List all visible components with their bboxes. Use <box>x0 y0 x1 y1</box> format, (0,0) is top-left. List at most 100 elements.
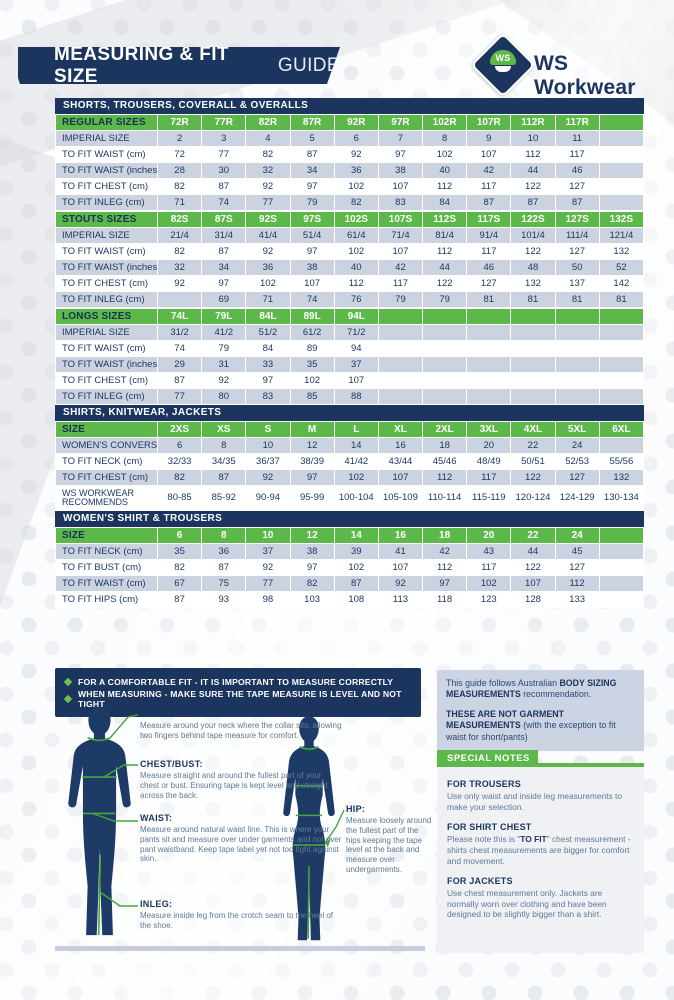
table-row: TO FIT CHEST (cm) 92 97 102 107 112 117 122 127 1… <box>55 275 645 292</box>
special-notes-underline <box>437 763 644 767</box>
cell: 85 <box>289 388 335 405</box>
cell: 122 <box>510 243 556 260</box>
page-title-bold: MEASURING & FIT SIZE <box>54 43 229 87</box>
cell: 79 <box>377 291 424 308</box>
cell: 74 <box>156 340 203 357</box>
col-header <box>554 308 600 325</box>
cell <box>598 388 645 405</box>
cell <box>598 146 645 163</box>
cell: 112 <box>422 559 468 576</box>
table-row: TO FIT INLEG (cm) 71 74 77 79 82 83 84 87 87 87 <box>55 194 645 211</box>
note-heading: FOR TROUSERS <box>447 779 521 789</box>
cell: 107 <box>466 146 512 163</box>
cell <box>554 356 600 373</box>
cell: 123 <box>466 591 512 608</box>
cell: 31 <box>201 356 247 373</box>
row-label: TO FIT WAIST (inches) <box>55 259 158 276</box>
cell: 42 <box>466 162 512 179</box>
cell: 7 <box>377 130 424 147</box>
col-header: 92S <box>245 211 291 228</box>
inleg-measure-line <box>307 866 310 939</box>
cell: 36 <box>245 259 291 276</box>
size-header-row: SIZE 6 8 10 12 14 16 18 20 22 24 <box>55 527 645 544</box>
col-header: 97S <box>289 211 335 228</box>
cell: 34 <box>201 259 247 276</box>
cell: 92 <box>333 146 379 163</box>
body-sizing-info-box: This guide follows Australian BODY SIZIN… <box>437 670 644 752</box>
cell <box>598 162 645 179</box>
col-header: 92R <box>333 114 379 131</box>
row-label: TO FIT WAIST (cm) <box>55 575 158 592</box>
table-row: TO FIT BUST (cm) 82 87 92 97 102 107 112 117 122 1… <box>55 559 645 576</box>
table-row: TO FIT WAIST (cm) 74 79 84 89 94 <box>55 340 645 357</box>
col-header: 6XL <box>598 421 645 438</box>
cell: 127 <box>554 243 600 260</box>
col-header <box>422 308 468 325</box>
cell: 107 <box>333 372 379 389</box>
cell: 82 <box>156 243 203 260</box>
cell: 50/51 <box>510 453 556 470</box>
cell: 92 <box>245 178 291 195</box>
cell: 92 <box>156 275 203 292</box>
cell: 97 <box>289 178 335 195</box>
cell: 87 <box>201 178 247 195</box>
cell: 4 <box>245 130 291 147</box>
cell: 42 <box>377 259 424 276</box>
tip-text: WHEN MEASURING - MAKE SURE THE TAPE MEAS… <box>78 689 402 709</box>
row-label: TO FIT CHEST (cm) <box>55 178 158 195</box>
table-row: TO FIT WAIST (inches) 28 30 32 34 36 38 40 42 44 4… <box>55 162 645 179</box>
cell: 117 <box>466 469 512 486</box>
cell <box>422 340 468 357</box>
cell: 83 <box>245 388 291 405</box>
cell <box>554 372 600 389</box>
cell <box>377 356 424 373</box>
cell: 112 <box>422 178 468 195</box>
cell: 97 <box>377 146 424 163</box>
cell: 107 <box>377 243 424 260</box>
size-table: LONGS SIZES 74L 79L 84L 89L 94L IMPERIAL SIZE 3… <box>55 308 645 405</box>
cell: 71/2 <box>333 324 379 341</box>
brand-name: WS Workwear <box>534 52 636 99</box>
table-row: TO FIT WAIST (cm) 67 75 77 82 87 92 97 102 107 112 <box>55 575 645 592</box>
cell: 82 <box>245 146 291 163</box>
hip-arrow-icon <box>325 838 331 847</box>
cell: 127 <box>466 275 512 292</box>
table-row: TO FIT NECK (cm) 32/33 34/35 36/37 38/39 41/4… <box>55 453 645 470</box>
cell: 102 <box>333 469 379 486</box>
cell: 105-109 <box>377 485 424 511</box>
cell: 43/44 <box>377 453 424 470</box>
table-row: TO FIT WAIST (inches) 32 34 36 38 40 42 44 46 48 5… <box>55 259 645 276</box>
row-label: STOUTS SIZES <box>55 211 158 228</box>
cell <box>598 543 645 560</box>
cell <box>510 372 556 389</box>
table-row: TO FIT WAIST (inches) 29 31 33 35 37 <box>55 356 645 373</box>
cell: 34/35 <box>201 453 247 470</box>
cell: 2 <box>156 130 203 147</box>
cell <box>466 372 512 389</box>
col-header: 117R <box>554 114 600 131</box>
col-header: L <box>333 421 379 438</box>
table-row: IMPERIAL SIZE 2 3 4 5 6 7 8 9 10 11 <box>55 130 645 147</box>
col-header: 122S <box>510 211 556 228</box>
cell: 87 <box>201 243 247 260</box>
cell: 35 <box>289 356 335 373</box>
cell: 92 <box>245 469 291 486</box>
cell: 87 <box>289 146 335 163</box>
brand-logo: WS WS Workwear <box>470 32 668 99</box>
tip-text: FOR A COMFORTABLE FIT - IT IS IMPORTANT … <box>78 677 394 687</box>
cell: 92 <box>245 243 291 260</box>
row-label: TO FIT CHEST (cm) <box>55 469 158 486</box>
cell: 112 <box>554 575 600 592</box>
col-header: 4XL <box>510 421 556 438</box>
col-header <box>598 308 645 325</box>
col-header: 127S <box>554 211 600 228</box>
table-row: TO FIT WAIST (cm) 72 77 82 87 92 97 102 107 112 11… <box>55 146 645 163</box>
cell: 94 <box>333 340 379 357</box>
cell <box>466 356 512 373</box>
col-header: 5XL <box>554 421 600 438</box>
col-header: 20 <box>466 527 512 544</box>
cell: 81/4 <box>422 227 468 244</box>
col-header: 18 <box>422 527 468 544</box>
cell: 115-119 <box>466 485 512 511</box>
cell: 82 <box>333 194 379 211</box>
